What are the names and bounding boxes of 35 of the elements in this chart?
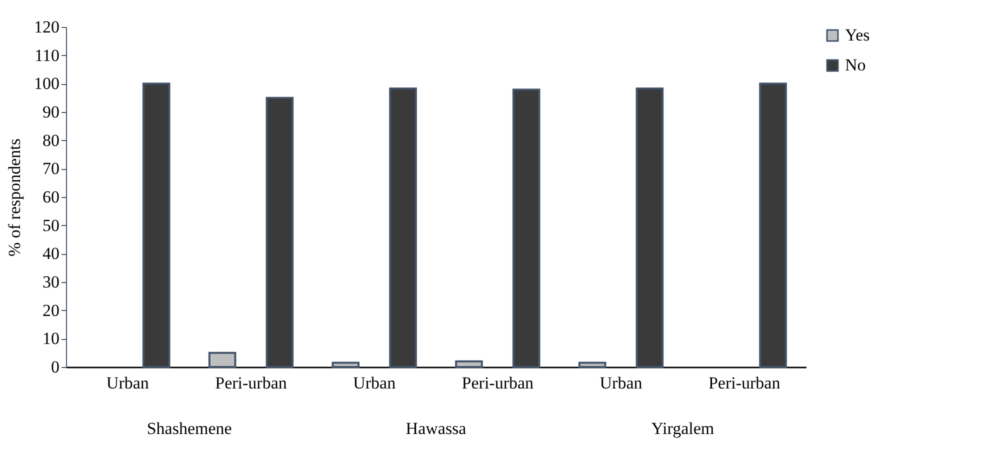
bar [142,82,170,368]
y-tick-label: 20 [42,300,60,320]
y-tick-label: 70 [42,159,60,178]
bar [578,362,606,368]
bar [389,87,417,368]
x-tick-label: Urban [106,374,150,392]
y-tick-label: 60 [42,188,60,206]
text: Shashemene [146,419,232,438]
x-tick-label: Peri-urban [215,374,288,392]
x-tick-label: Peri-urban [708,374,781,392]
y-tick-label: 90 [42,102,60,122]
y-tick-label: 100 [34,74,60,94]
text: Hawassa [406,419,467,438]
y-tick-label: 0 [51,358,60,376]
bar [266,96,294,368]
bar [332,362,360,368]
text: Yirgalem [651,419,714,438]
legend-label: No [845,56,866,74]
y-tick-label: 10 [42,329,60,348]
y-tick-label: 120 [34,18,60,36]
y-tick-label: 80 [42,130,60,150]
x-tick-label: Urban [600,374,643,392]
y-tick-label: 40 [42,244,60,264]
bar [208,352,236,368]
y-tick-label: 50 [42,216,60,235]
bar [512,88,540,368]
bar [759,82,787,368]
y-tick-label: 110 [34,46,60,65]
y-tick-label: 30 [42,272,60,292]
legend-label: Yes [845,26,870,44]
bar [636,87,664,368]
bar [455,360,483,368]
y-axis-title: % of respondents [5,138,24,257]
x-tick-label: Peri-urban [462,374,534,392]
x-tick-label: Urban [353,374,396,392]
